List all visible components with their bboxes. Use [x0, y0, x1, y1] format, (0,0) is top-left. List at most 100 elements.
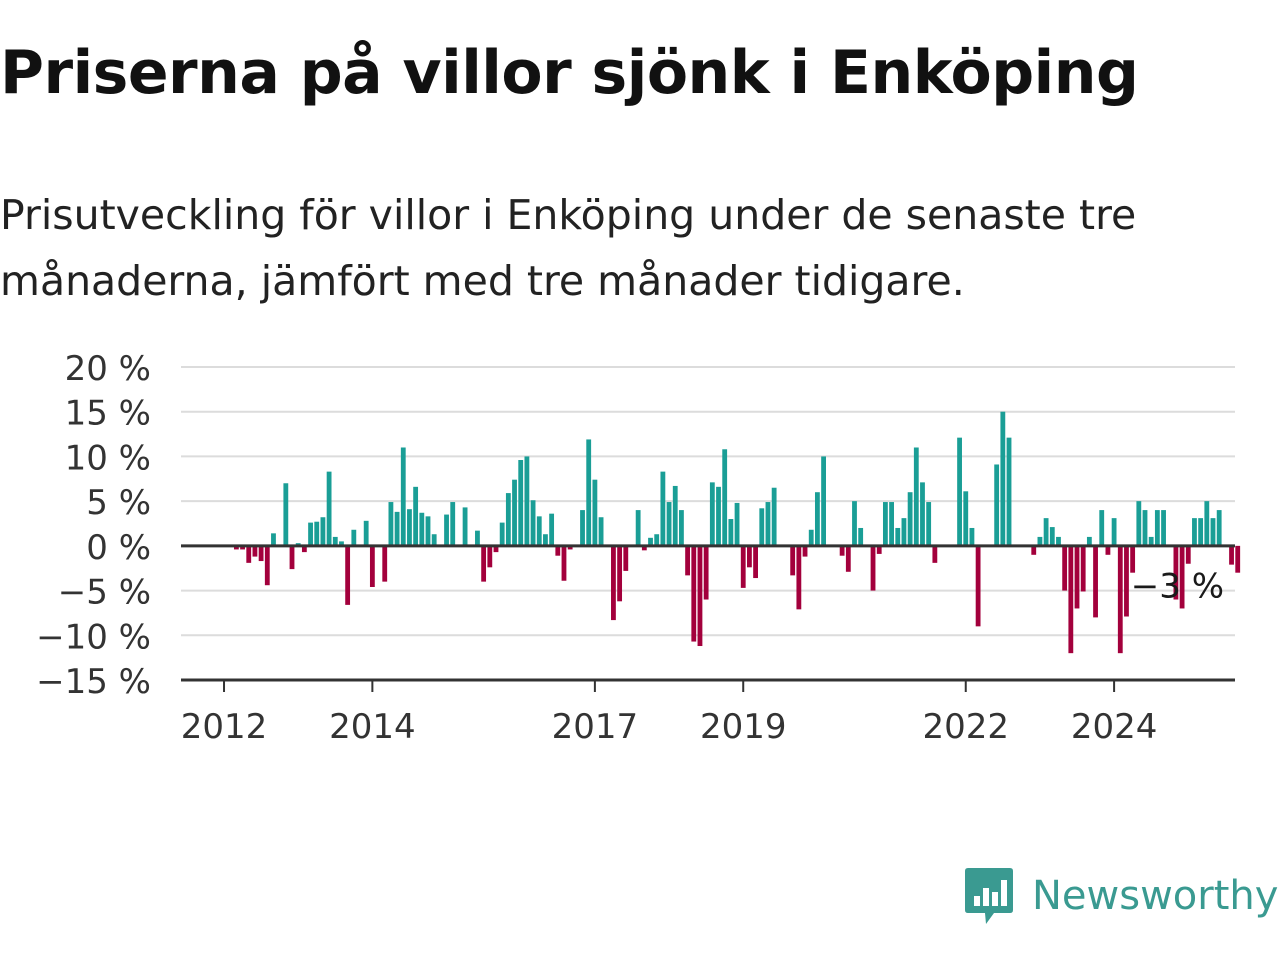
bar	[475, 530, 480, 546]
y-tick-label: 15 %	[65, 394, 151, 434]
chart-subtitle: Prisutveckling för villor i Enköping und…	[0, 191, 1137, 305]
annotations: −3 %	[1131, 567, 1224, 607]
bar	[617, 545, 623, 602]
bar	[802, 545, 808, 557]
bar	[1056, 536, 1061, 546]
bar	[1216, 510, 1222, 546]
bar	[969, 527, 975, 546]
brand-name: Newsworthy	[1032, 873, 1279, 919]
bar	[907, 492, 913, 546]
bar	[487, 545, 493, 568]
bar	[1154, 510, 1160, 546]
bar	[753, 545, 758, 579]
bar	[264, 545, 270, 586]
bar	[462, 507, 468, 546]
bar	[957, 437, 962, 546]
bar	[271, 533, 276, 546]
bar	[332, 536, 338, 546]
bar	[796, 545, 802, 610]
bar	[1111, 518, 1117, 546]
bar	[1124, 545, 1129, 617]
bar	[808, 529, 814, 546]
bar	[1105, 545, 1111, 555]
bar	[240, 545, 245, 550]
bar	[1185, 545, 1191, 564]
bar	[413, 486, 419, 546]
bar	[586, 439, 592, 546]
bar	[685, 545, 691, 576]
bar	[1161, 510, 1166, 546]
bar	[728, 519, 734, 546]
x-tick-label: 2019	[700, 707, 787, 747]
bar	[1204, 501, 1210, 546]
y-tick-label: 20 %	[65, 349, 151, 389]
bar-chart-speech-bubble-icon	[965, 868, 1013, 924]
bar	[641, 545, 647, 551]
y-tick-label: 10 %	[65, 438, 151, 478]
bar	[858, 527, 864, 546]
bar	[654, 534, 660, 546]
bar	[493, 545, 499, 553]
bar	[1210, 518, 1216, 546]
bar	[870, 545, 876, 591]
bar	[252, 545, 258, 557]
bar	[1235, 545, 1241, 573]
bar	[363, 520, 369, 546]
bar	[926, 502, 932, 546]
bar	[889, 502, 894, 546]
bar	[1080, 545, 1086, 592]
bars	[233, 411, 1241, 654]
bar	[920, 482, 925, 546]
bar	[1093, 545, 1098, 618]
bar	[549, 513, 555, 546]
bar	[1136, 501, 1142, 546]
bar	[734, 502, 740, 546]
bar	[895, 527, 901, 546]
bar	[611, 545, 616, 621]
bar	[450, 502, 456, 546]
bar	[351, 529, 357, 546]
bar	[258, 545, 264, 562]
bar	[814, 492, 820, 546]
bar	[672, 485, 678, 546]
bar	[1068, 545, 1074, 654]
bar	[283, 483, 289, 546]
bar	[648, 537, 653, 546]
bar	[845, 545, 851, 572]
bar	[308, 522, 313, 546]
bar	[592, 479, 598, 546]
bar	[536, 516, 542, 546]
bar	[1192, 518, 1197, 546]
bar	[1130, 545, 1136, 573]
bar	[876, 545, 882, 554]
y-axis-tick-labels: 20 % 15 %10 % 5 % 0 % −5 %−10 % −15 %	[36, 349, 151, 702]
x-tick-label: 2022	[922, 707, 1009, 747]
bar	[1229, 545, 1234, 565]
bar	[425, 516, 431, 546]
bar	[839, 545, 845, 556]
bar	[1179, 545, 1185, 609]
bar	[512, 479, 517, 546]
bar	[1117, 545, 1123, 654]
bar	[635, 510, 641, 546]
bar	[567, 545, 573, 550]
bar	[314, 521, 320, 546]
bar	[1006, 437, 1012, 546]
bar	[505, 493, 511, 546]
bar	[623, 545, 629, 571]
bar	[388, 502, 394, 546]
bar	[444, 514, 449, 546]
bar	[963, 491, 969, 546]
bar	[1142, 510, 1148, 546]
newsworthy-logo: Newsworthy	[964, 864, 1278, 928]
bar	[765, 502, 771, 546]
bar	[1148, 536, 1154, 546]
bar	[709, 482, 715, 546]
bar	[580, 510, 585, 546]
bar	[1031, 545, 1037, 555]
bar	[1043, 518, 1049, 546]
bar	[419, 512, 425, 546]
bar	[759, 508, 765, 546]
y-tick-label: −15 %	[36, 662, 151, 702]
